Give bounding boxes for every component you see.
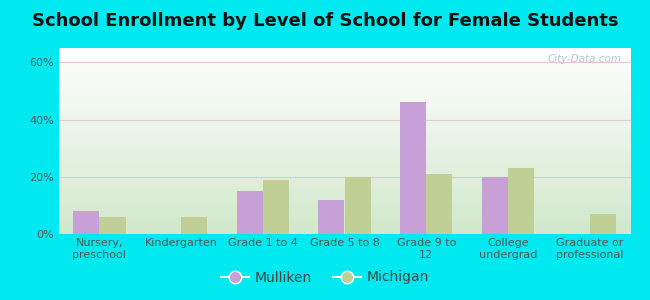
Bar (344, 177, 370, 234)
Bar (237, 191, 263, 234)
Bar (482, 177, 508, 234)
Bar (99, 217, 125, 234)
Bar (181, 217, 207, 234)
Bar (426, 174, 452, 234)
Bar (508, 168, 534, 234)
Bar (590, 214, 616, 234)
Bar (73, 211, 99, 234)
Text: School Enrollment by Level of School for Female Students: School Enrollment by Level of School for… (32, 12, 618, 30)
Bar (263, 180, 289, 234)
Text: City-Data.com: City-Data.com (548, 54, 622, 64)
Bar (400, 102, 426, 234)
Legend: Mulliken, Michigan: Mulliken, Michigan (216, 265, 434, 290)
Bar (318, 200, 344, 234)
